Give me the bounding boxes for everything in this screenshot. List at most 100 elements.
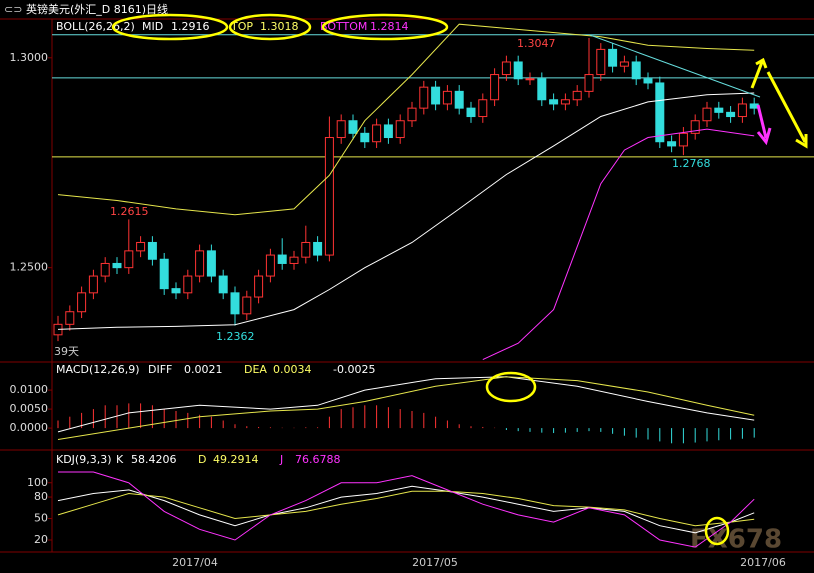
candle-body [537,78,547,101]
readout-value: 58.4206 [131,453,177,466]
candle-body [324,137,334,256]
watermark: FX678 [690,525,782,555]
y-tick-label: 0.0050 [10,402,49,415]
candle-body [608,48,618,67]
days-label: 39天 [54,345,79,358]
candle-body [77,292,87,313]
candle-body [726,111,736,118]
candle-body [702,107,712,122]
readout-name: TOP [230,20,253,33]
y-tick-label: 20 [34,533,48,546]
indicator-line [57,490,755,527]
y-tick-label: 50 [34,512,48,525]
indicator-line [57,23,755,216]
title-icon: ⊂⊃ [4,3,22,16]
readout-value: 1.2916 [171,20,210,33]
indicator-name: KDJ(9,3,3) [56,453,112,466]
x-tick-label: 2017/05 [412,556,458,569]
candle-body [549,99,559,105]
candle-body [289,256,299,264]
candle-body [643,78,653,84]
arrow [756,104,772,146]
indicator-line [57,376,755,440]
candle-body [631,61,641,80]
candle-body [147,241,157,260]
readout-name: BOTTOM [320,20,367,33]
candle-body [442,90,452,105]
candle-body [466,107,476,118]
candle-body [501,61,511,76]
candle-body [242,296,252,315]
candle-body [277,254,287,264]
y-tick-label: 1.3000 [10,51,49,64]
candle-body [407,107,417,122]
indicator-name: BOLL(26,26,2) [56,20,135,33]
highlight-ellipse [228,13,312,41]
y-tick-label: 100 [27,476,48,489]
readout-value: 1.3018 [260,20,299,33]
chart-title: 英镑美元(外汇_D 8161)日线 [26,2,168,16]
indicator-line [57,92,755,330]
readout-value: 1.2814 [370,20,409,33]
trend-line [589,34,761,98]
candle-body [655,82,665,143]
candle-body [560,99,570,105]
candle-body [136,241,146,252]
candle-body [301,241,311,258]
candle-body [619,61,629,67]
indicator-line [58,471,755,548]
annotation: 1.2768 [672,157,711,170]
arrow [766,71,808,149]
candle-body [714,107,724,113]
readout-value: 76.6788 [295,453,341,466]
candle-body [490,74,500,101]
indicator-line [57,485,755,534]
y-tick-label: 80 [34,490,48,503]
candle-body [572,90,582,101]
candle-body [372,124,382,143]
candle-body [584,74,594,92]
readout-value: 49.2914 [213,453,259,466]
candle-body [195,250,205,277]
indicator-name: MACD(12,26,9) [56,363,140,376]
indicator-line [482,128,755,361]
highlight-ellipse [321,13,449,41]
candle-body [265,254,275,277]
candle-body [254,275,264,298]
candle-body [667,141,677,147]
candle-body [419,86,429,109]
candle-body [124,250,134,269]
y-tick-label: 0.0000 [10,421,49,434]
candle-body [596,48,606,76]
readout-name: K [116,453,124,466]
candle-body [737,103,747,118]
highlight-ellipse [111,13,229,41]
y-tick-label: 0.0100 [10,383,49,396]
candle-body [336,120,346,139]
candle-body [690,120,700,134]
candle-body [159,258,169,290]
x-tick-label: 2017/06 [740,556,786,569]
candle-body [88,275,98,294]
annotation: 1.2615 [110,205,149,218]
candle-body [65,311,75,325]
readout-value: 0.0034 [273,363,312,376]
candle-body [100,262,110,277]
candle-body [183,275,193,294]
candle-body [218,275,228,294]
title-bar [0,0,814,19]
candle-body [478,99,488,118]
candle-body [513,61,523,80]
readout-value: 0.0021 [184,363,223,376]
candle-body [360,132,370,143]
annotation: 1.2362 [216,330,255,343]
candle-body [525,78,535,81]
readout-name: DEA [244,363,267,376]
candle-body [112,262,122,269]
candle-body [206,250,216,277]
candle-body [454,90,464,109]
candle-body [383,124,393,139]
candle-body [171,288,181,294]
y-tick-label: 1.2500 [10,261,49,274]
